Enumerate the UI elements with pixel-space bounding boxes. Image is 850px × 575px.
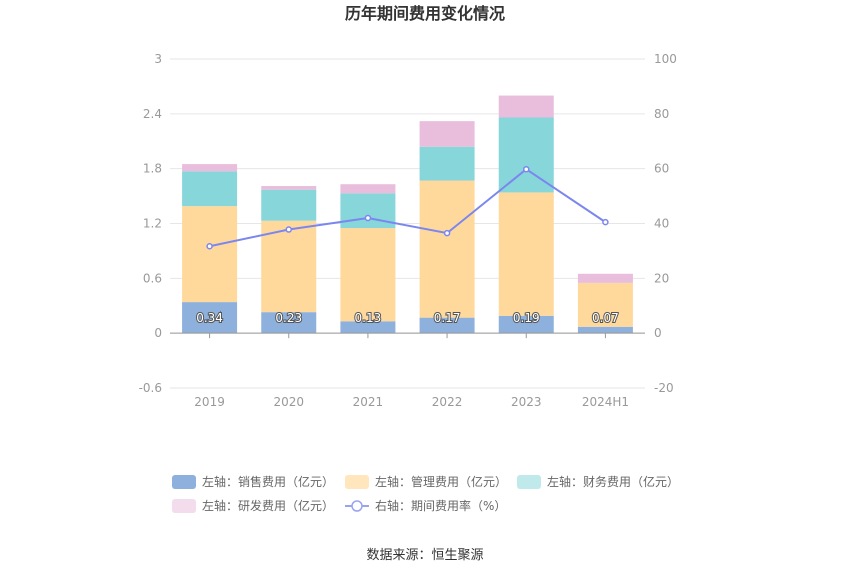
x-tick-label: 2024H1	[582, 395, 629, 409]
bar-segment	[182, 206, 238, 303]
y-right-tick-label: 0	[654, 326, 662, 340]
bar-segment	[498, 117, 554, 193]
y-right-tick-label: 20	[654, 271, 669, 285]
y-left-tick-label: -0.6	[139, 381, 162, 395]
y-left-tick-label: 1.2	[143, 217, 162, 231]
line-point	[602, 218, 609, 226]
bar-segment	[261, 220, 317, 313]
y-right-tick-label: 100	[654, 52, 677, 66]
legend-label: 右轴：期间费用率（%）	[375, 498, 506, 513]
bar-segment	[419, 180, 475, 318]
bar-segment	[261, 189, 317, 221]
data-label: 0.17	[434, 311, 461, 325]
y-left-tick-label: 0.6	[143, 271, 162, 285]
bar-segment	[182, 164, 238, 172]
bar-segment	[498, 192, 554, 316]
legend-label: 左轴：管理费用（亿元）	[375, 474, 507, 489]
y-left-tick-label: 0	[154, 326, 162, 340]
bar-segment	[419, 146, 475, 181]
legend-swatch	[345, 475, 369, 489]
bar-segment	[182, 171, 238, 207]
bar-segment	[340, 193, 396, 229]
x-tick-label: 2019	[194, 395, 225, 409]
bar-segment	[419, 317, 475, 334]
line-point	[523, 165, 530, 173]
bar-segment	[182, 302, 238, 334]
legend-label: 左轴：销售费用（亿元）	[202, 474, 334, 489]
bar-segment	[261, 186, 317, 190]
line-point	[206, 243, 213, 250]
legend-swatch	[517, 475, 541, 489]
data-label: 0.07	[592, 311, 619, 325]
x-tick-label: 2020	[273, 395, 304, 409]
y-axis-right: -20 0 20 40 60 80 100	[654, 52, 677, 395]
bar-segment	[577, 326, 633, 334]
bar-segment	[577, 273, 633, 283]
y-right-tick-label: 60	[654, 162, 669, 176]
x-tick-label: 2022	[432, 395, 463, 409]
bar-segment	[340, 184, 396, 194]
y-right-tick-label: -20	[654, 381, 674, 395]
x-axis: 2019 2020 2021 2022 2023 2024H1	[170, 332, 645, 409]
legend-swatch	[172, 475, 196, 489]
legend-line-marker	[351, 500, 363, 512]
legend[interactable]: 左轴：销售费用（亿元） 左轴：管理费用（亿元） 左轴：财务费用（亿元） 左轴：研发费用…	[172, 474, 679, 513]
data-label: 0.13	[355, 311, 382, 325]
chart-title: 历年期间费用变化情况	[345, 4, 505, 23]
data-label: 0.23	[275, 311, 302, 325]
bar-segment	[498, 315, 554, 334]
data-label: 0.34	[196, 311, 223, 325]
y-axis-left: -0.6 0 0.6 1.2 1.8 2.4 3	[139, 52, 162, 395]
line-path	[209, 167, 606, 248]
x-tick-label: 2023	[511, 395, 542, 409]
data-label: 0.19	[513, 311, 540, 325]
line-point	[285, 226, 292, 233]
y-right-tick-label: 80	[654, 107, 669, 121]
bar-segment	[498, 95, 554, 118]
y-left-tick-label: 3	[154, 52, 162, 66]
bar-segment	[577, 282, 633, 327]
bar-series	[182, 95, 633, 334]
legend-label: 左轴：研发费用（亿元）	[202, 498, 334, 513]
source-note: 数据来源：恒生聚源	[366, 548, 483, 563]
bar-segment	[340, 228, 396, 322]
data-labels: 0.34 0.23 0.13 0.17 0.19 0.07	[195, 310, 620, 326]
y-left-tick-label: 2.4	[143, 107, 162, 121]
x-tick-label: 2021	[353, 395, 384, 409]
line-series	[206, 165, 609, 250]
bar-segment	[261, 312, 317, 334]
bar-segment	[419, 121, 475, 147]
line-point	[364, 214, 372, 222]
legend-label: 左轴：财务费用（亿元）	[547, 474, 679, 489]
y-left-tick-label: 1.8	[143, 162, 162, 176]
line-point	[443, 229, 451, 237]
grid-lines	[170, 58, 645, 389]
bar-segment	[340, 321, 396, 334]
legend-swatch	[172, 499, 196, 513]
y-right-tick-label: 40	[654, 217, 669, 231]
